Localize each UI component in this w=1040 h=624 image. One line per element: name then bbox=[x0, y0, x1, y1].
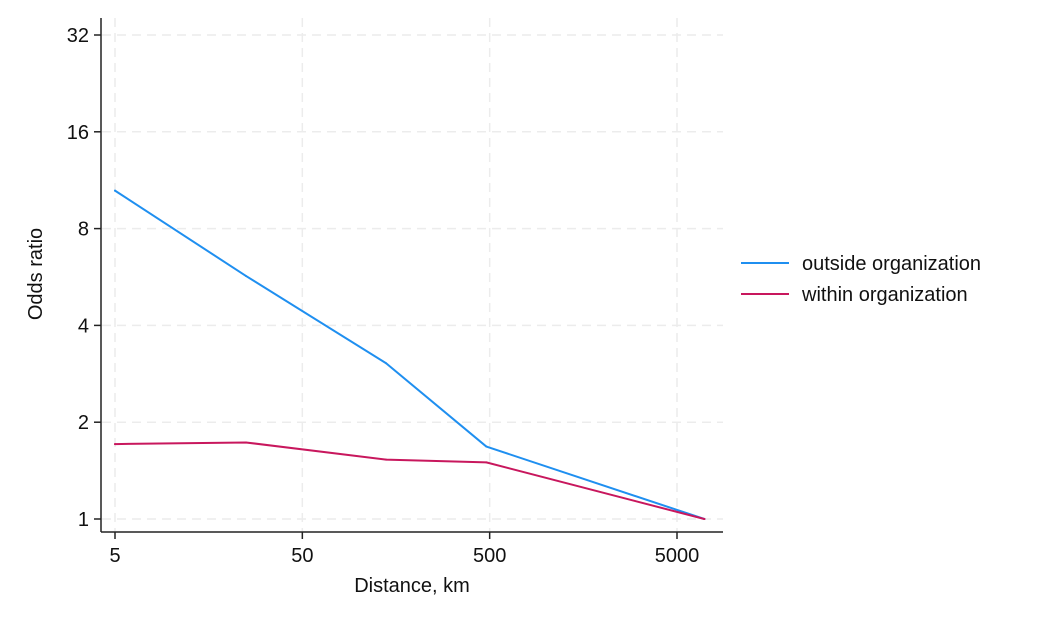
data-point-outside-organization bbox=[245, 275, 247, 277]
data-point-within-organization bbox=[114, 443, 116, 445]
x-axis-title: Distance, km bbox=[354, 575, 470, 597]
y-tick-label: 1 bbox=[78, 509, 89, 531]
data-point-within-organization bbox=[245, 441, 247, 443]
y-axis-title: Odds ratio bbox=[25, 228, 47, 320]
x-tick-label: 50 bbox=[291, 545, 313, 567]
y-tick-label: 16 bbox=[67, 122, 89, 144]
data-point-outside-organization bbox=[114, 190, 116, 192]
y-tick-label: 8 bbox=[78, 219, 89, 241]
y-tick-label: 4 bbox=[78, 315, 89, 337]
data-point-outside-organization bbox=[385, 362, 387, 364]
data-point-within-organization bbox=[385, 459, 387, 461]
data-point-within-organization bbox=[703, 518, 705, 520]
data-point-outside-organization bbox=[485, 446, 487, 448]
legend-label: within organization bbox=[801, 284, 968, 306]
x-tick-label: 5000 bbox=[655, 545, 700, 567]
y-tick-label: 32 bbox=[67, 25, 89, 47]
data-point-within-organization bbox=[485, 461, 487, 463]
legend-label: outside organization bbox=[802, 253, 981, 275]
x-tick-label: 5 bbox=[109, 545, 120, 567]
y-tick-label: 2 bbox=[78, 412, 89, 434]
x-tick-label: 500 bbox=[473, 545, 506, 567]
